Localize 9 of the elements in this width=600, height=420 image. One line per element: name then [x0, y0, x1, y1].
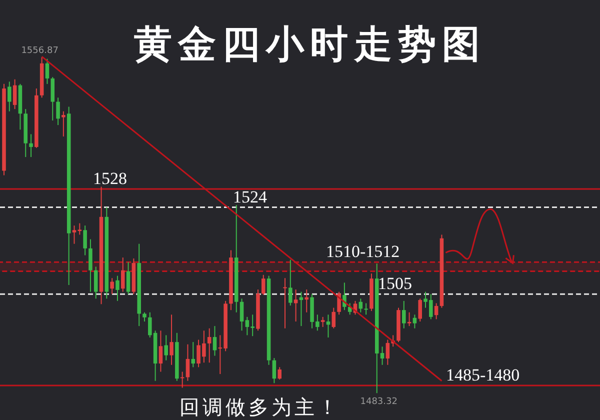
text: 1556.87: [21, 46, 58, 56]
text: 回调做多为主！: [180, 396, 340, 419]
ref-line-label: 1524: [233, 187, 268, 206]
ref-line-label: 1485-1480: [446, 365, 520, 384]
ref-line-label: 1505: [378, 274, 412, 294]
title: 黄金四小时走势图: [134, 24, 486, 66]
band-label: 1510-1512: [326, 242, 400, 262]
text: 1483.32: [360, 397, 398, 408]
ref-line-label: 1528: [93, 169, 127, 188]
